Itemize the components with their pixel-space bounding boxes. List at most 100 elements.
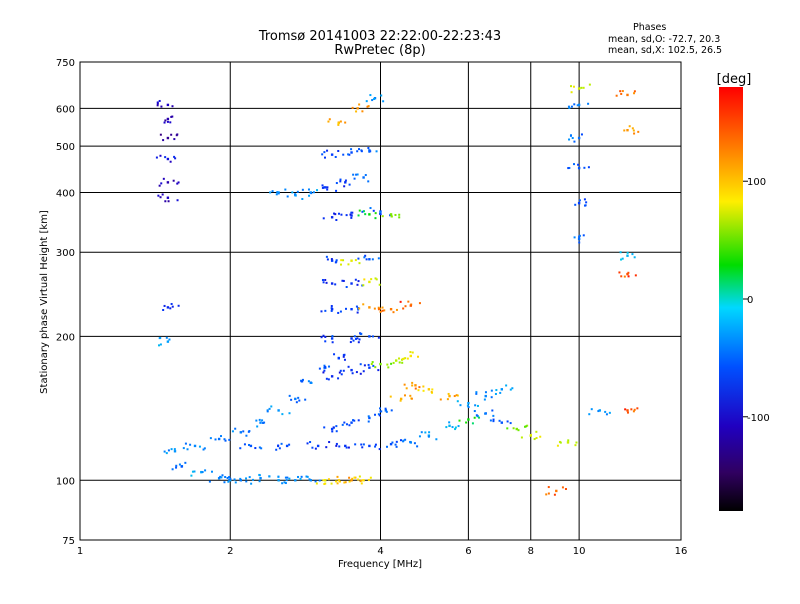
data-point bbox=[343, 481, 346, 484]
data-point bbox=[340, 373, 343, 376]
data-point bbox=[405, 387, 408, 390]
data-point bbox=[174, 157, 177, 160]
data-point bbox=[570, 85, 573, 88]
data-point bbox=[334, 213, 337, 216]
data-point bbox=[618, 271, 621, 274]
data-point bbox=[314, 447, 317, 450]
data-point bbox=[373, 97, 376, 100]
data-point bbox=[417, 355, 420, 358]
data-point bbox=[484, 394, 487, 398]
data-point bbox=[286, 476, 289, 479]
data-point bbox=[299, 477, 302, 480]
data-point bbox=[529, 433, 532, 436]
x-tick-label: 6 bbox=[465, 546, 471, 557]
data-point bbox=[539, 435, 542, 438]
data-point bbox=[171, 305, 174, 308]
data-point bbox=[573, 163, 576, 166]
data-point bbox=[626, 409, 629, 412]
data-point bbox=[398, 213, 401, 216]
colorbar-ticks: 100 0 -100 bbox=[743, 177, 770, 424]
data-point bbox=[406, 357, 409, 360]
data-point bbox=[352, 173, 355, 176]
data-point bbox=[505, 384, 508, 387]
data-point bbox=[387, 366, 390, 369]
data-point bbox=[162, 308, 165, 311]
data-point bbox=[335, 480, 338, 483]
data-point bbox=[208, 480, 211, 483]
data-point bbox=[233, 478, 236, 481]
data-point bbox=[337, 149, 340, 152]
data-point bbox=[404, 438, 407, 441]
data-point bbox=[167, 449, 170, 452]
data-point bbox=[352, 339, 355, 342]
data-point bbox=[342, 369, 345, 372]
data-point bbox=[259, 421, 262, 424]
data-point bbox=[335, 425, 338, 428]
data-point bbox=[338, 445, 341, 448]
data-point bbox=[447, 392, 450, 395]
data-point bbox=[283, 481, 286, 484]
data-point bbox=[277, 192, 280, 195]
data-point bbox=[166, 306, 170, 309]
data-point bbox=[203, 447, 206, 450]
data-point bbox=[166, 196, 170, 199]
data-point bbox=[280, 442, 283, 445]
data-point bbox=[355, 110, 358, 113]
data-point bbox=[411, 381, 414, 384]
data-point bbox=[374, 443, 377, 446]
data-point bbox=[297, 396, 300, 399]
data-point bbox=[345, 307, 348, 310]
data-point bbox=[394, 359, 398, 362]
colorbar-gradient bbox=[719, 87, 743, 511]
data-point bbox=[422, 389, 425, 392]
data-point bbox=[390, 362, 393, 365]
data-point bbox=[341, 279, 344, 282]
data-point bbox=[156, 101, 159, 104]
data-point bbox=[401, 358, 404, 361]
data-point bbox=[259, 477, 262, 480]
data-point bbox=[168, 338, 171, 341]
data-point bbox=[459, 404, 462, 407]
data-point bbox=[328, 441, 331, 444]
data-point bbox=[163, 450, 166, 453]
axis-ticks: 1 2 4 6 8 10 16 75 100 200 300 400 500 600 750 bbox=[56, 58, 687, 557]
data-point bbox=[158, 99, 161, 102]
data-point bbox=[288, 394, 291, 397]
data-point bbox=[268, 475, 271, 478]
data-point bbox=[158, 184, 161, 187]
data-point bbox=[413, 442, 416, 445]
data-point bbox=[427, 435, 430, 438]
data-point bbox=[295, 401, 298, 404]
data-point bbox=[630, 408, 633, 411]
data-point bbox=[270, 405, 273, 408]
data-point bbox=[399, 397, 403, 401]
data-point bbox=[362, 210, 365, 213]
data-point bbox=[284, 482, 287, 485]
data-point bbox=[160, 182, 163, 185]
colorbar-tick-label: -100 bbox=[747, 413, 770, 424]
data-point bbox=[359, 372, 362, 375]
data-point bbox=[416, 445, 419, 448]
data-point bbox=[564, 488, 567, 491]
data-point bbox=[626, 272, 629, 276]
data-point bbox=[321, 153, 324, 156]
x-axis-label: Frequency [MHz] bbox=[338, 559, 422, 570]
data-point bbox=[170, 115, 173, 118]
data-point bbox=[357, 478, 360, 481]
data-point bbox=[578, 238, 581, 241]
data-point bbox=[331, 430, 334, 433]
data-point bbox=[389, 442, 393, 446]
data-point bbox=[309, 441, 312, 444]
data-point bbox=[161, 193, 164, 196]
data-point bbox=[361, 446, 364, 449]
data-point bbox=[326, 188, 329, 191]
data-point bbox=[165, 336, 168, 339]
data-point bbox=[568, 166, 571, 169]
data-point bbox=[275, 448, 278, 451]
data-point bbox=[559, 441, 562, 444]
data-point bbox=[318, 367, 321, 370]
data-point bbox=[345, 446, 348, 449]
data-point bbox=[281, 482, 284, 485]
data-point bbox=[632, 410, 635, 413]
trace-stripe-260-km bbox=[321, 277, 381, 289]
